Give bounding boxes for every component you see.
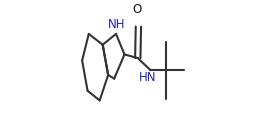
Text: NH: NH	[108, 18, 125, 31]
Text: HN: HN	[139, 71, 157, 84]
Text: O: O	[133, 3, 142, 16]
